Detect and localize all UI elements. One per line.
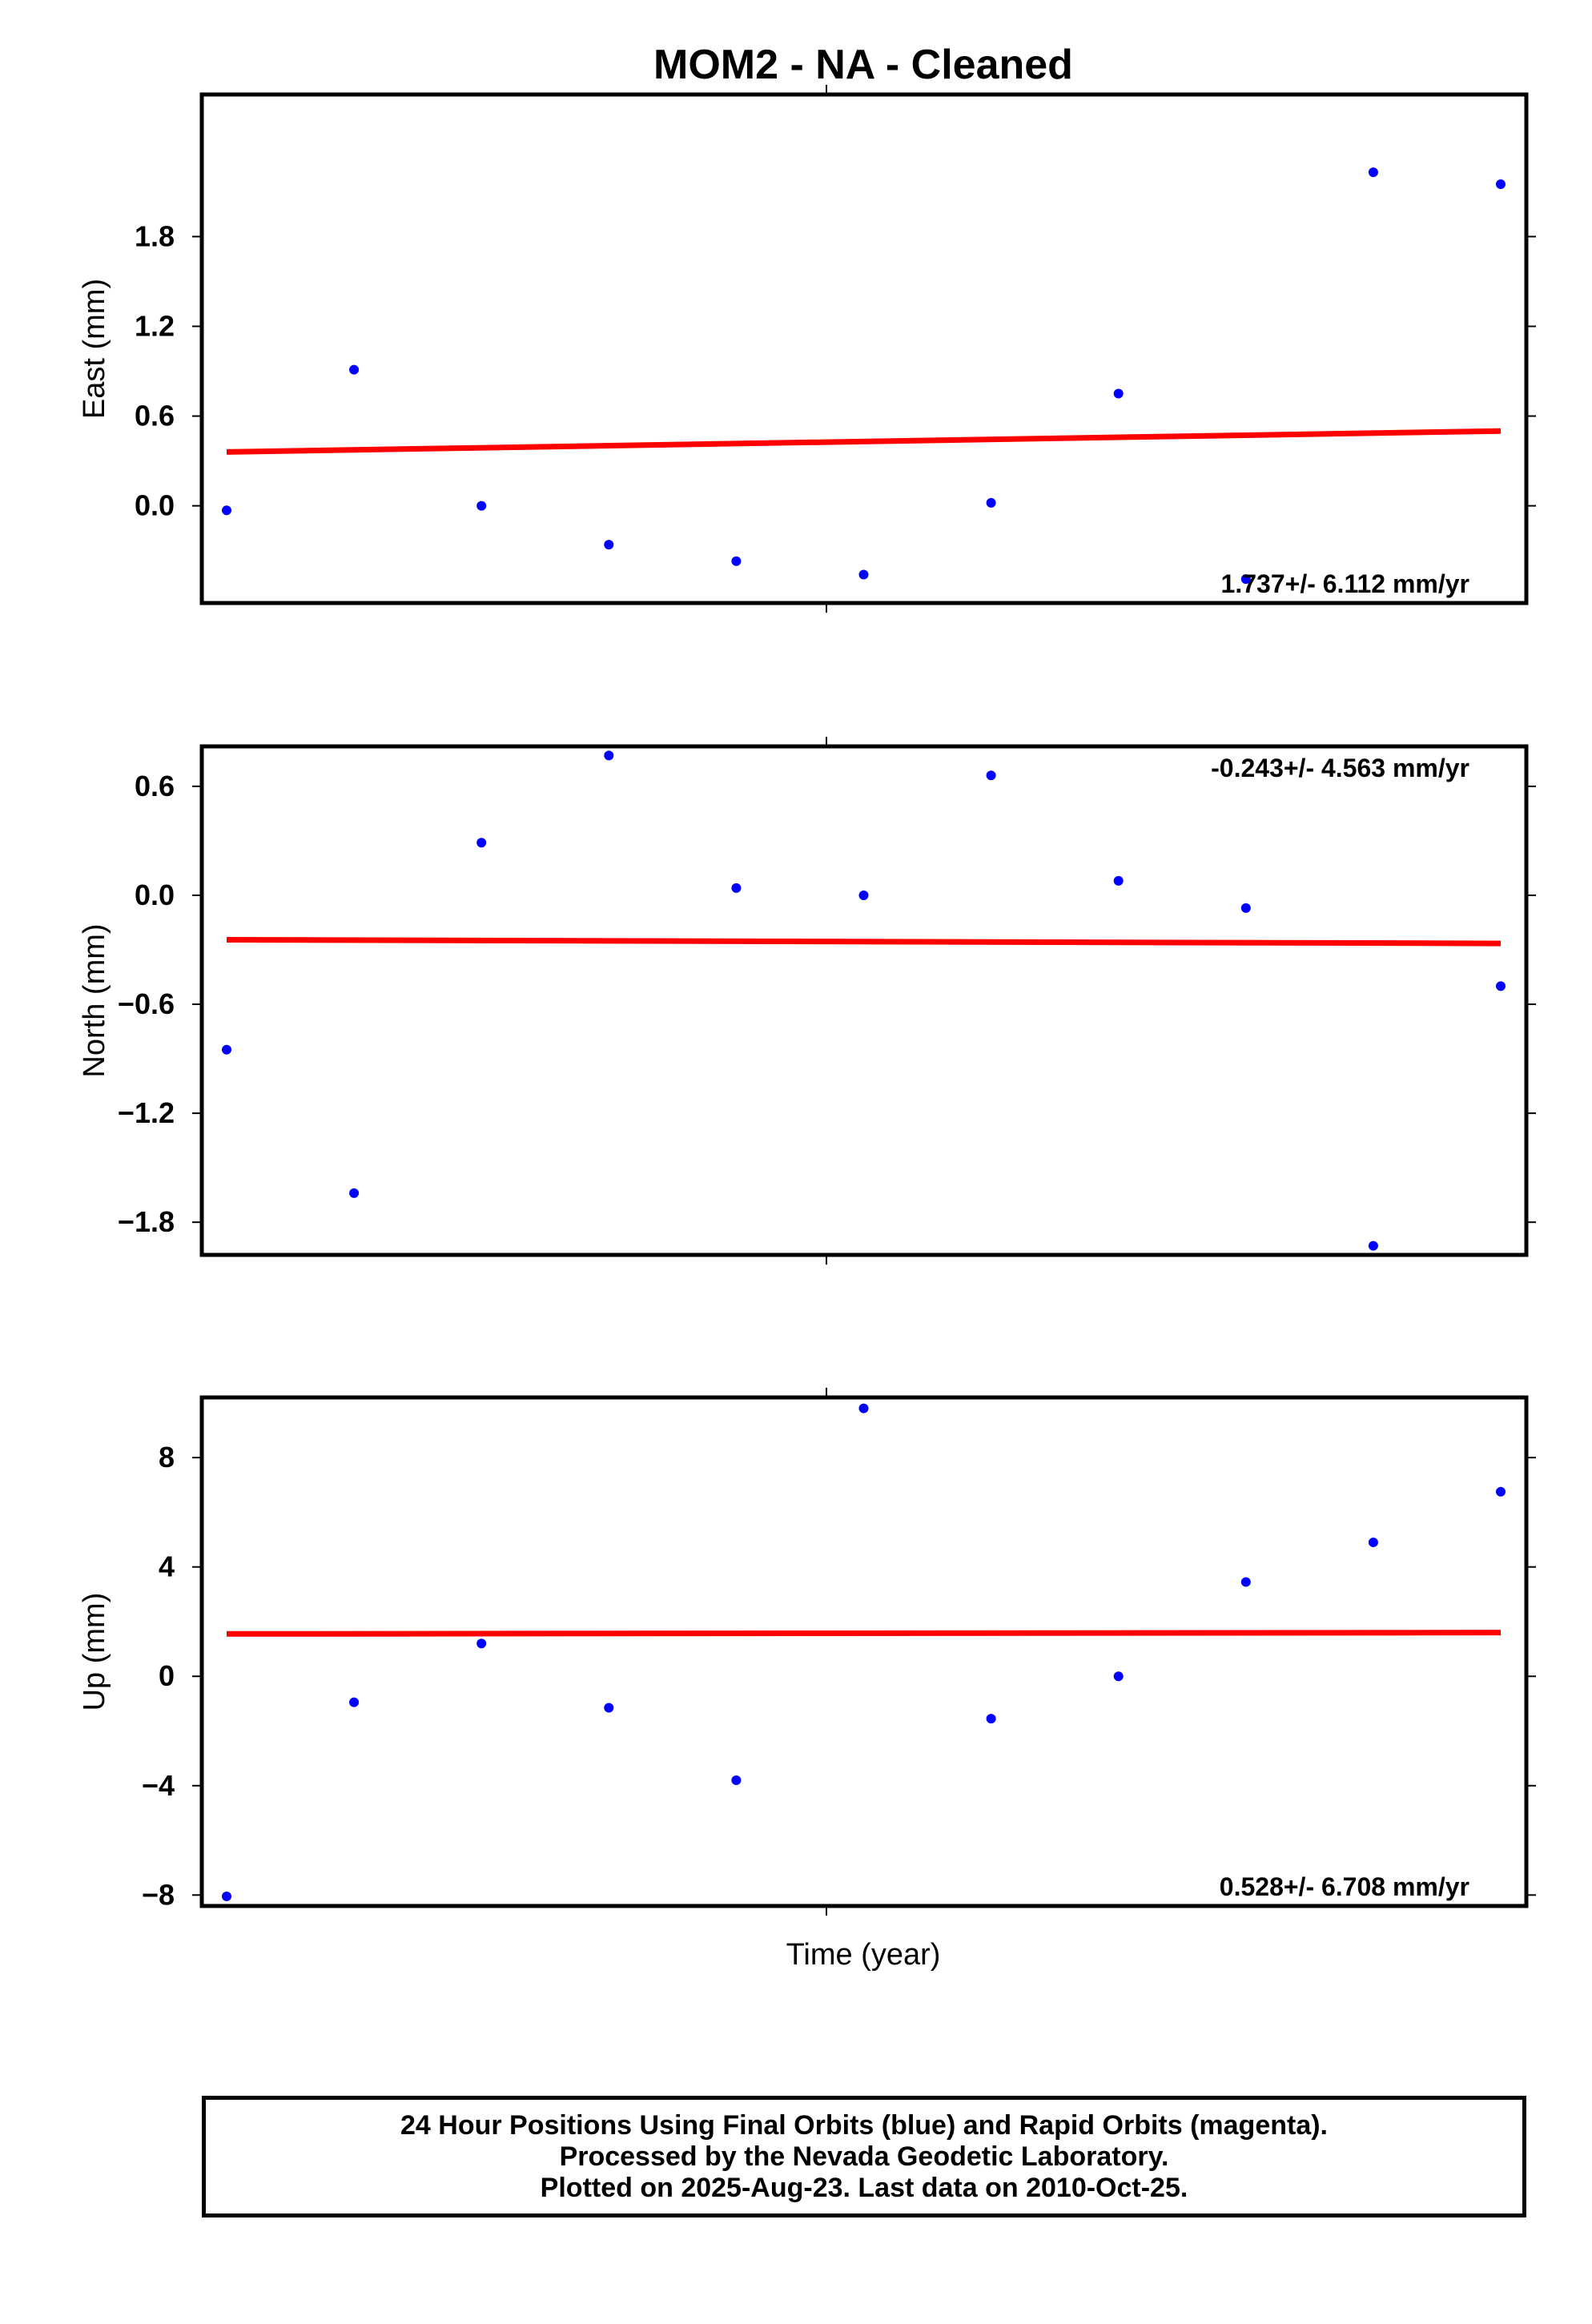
- east-frame: [199, 92, 1529, 605]
- footer-line-3: Plotted on 2025-Aug-23. Last data on 201…: [540, 2172, 1188, 2203]
- east-data-point: [986, 497, 996, 508]
- east-fit-line: [226, 428, 1502, 455]
- up-ytick-label: −8: [142, 1878, 175, 1911]
- up-ytick-label: −4: [142, 1769, 175, 1802]
- north-data-point: [858, 890, 869, 900]
- north-data-point: [1368, 1240, 1378, 1251]
- east-ytick-label: 1.8: [135, 219, 175, 252]
- up-data-point: [349, 1697, 360, 1707]
- east-ytick-label: 1.2: [135, 309, 175, 342]
- up-data-point: [986, 1714, 996, 1724]
- up-data-point: [1240, 1577, 1251, 1587]
- up-data-point: [1368, 1537, 1378, 1547]
- north-ytick-label: −1.2: [118, 1096, 175, 1129]
- north-data-point: [222, 1044, 231, 1055]
- footer-box: 24 Hour Positions Using Final Orbits (bl…: [202, 2096, 1526, 2217]
- up-data-point: [1496, 1486, 1506, 1497]
- up-data-point: [476, 1638, 487, 1649]
- north-data-point: [476, 838, 487, 848]
- east-data-point: [349, 364, 360, 375]
- up-y-axis-label: Up (mm): [78, 1593, 111, 1711]
- north-data-point: [349, 1188, 360, 1198]
- chart-title: MOM2 - NA - Cleaned: [653, 42, 1073, 88]
- east-ytick-label: 0.0: [135, 489, 175, 522]
- north-data-point: [604, 750, 614, 761]
- footer-line-2: Processed by the Nevada Geodetic Laborat…: [559, 2141, 1169, 2172]
- east-rate-label: 1.737+/- 6.112 mm/yr: [1221, 569, 1469, 598]
- footer-line-1: 24 Hour Positions Using Final Orbits (bl…: [400, 2109, 1328, 2141]
- up-ytick-label: 8: [159, 1441, 175, 1474]
- north-fit-line: [226, 937, 1502, 947]
- east-data-point: [1240, 574, 1251, 585]
- east-data-point: [1496, 179, 1506, 190]
- east-data-point: [604, 540, 614, 550]
- north-ytick-label: 0.6: [135, 770, 175, 802]
- up-fit-line: [226, 1630, 1502, 1637]
- east-panel: 0.0 0.6 1.2 1.8 East (mm) 1.737+/- 6.112 mm/y…: [78, 85, 1536, 613]
- x-axis-label: Time (year): [786, 1938, 941, 1972]
- north-y-axis-label: North (mm): [78, 923, 111, 1077]
- north-data-point: [1113, 875, 1124, 886]
- up-ytick-label: 0: [159, 1659, 175, 1692]
- north-frame: [199, 744, 1529, 1257]
- up-ytick-label: 4: [159, 1550, 175, 1583]
- north-panel: −1.8 −1.2 −0.6 0.0 0.6 North (mm) -0.243+/- 4.…: [78, 737, 1536, 1265]
- up-data-point: [858, 1403, 869, 1413]
- north-ytick-label: −1.8: [118, 1205, 175, 1238]
- east-data-point: [858, 569, 869, 580]
- east-y-axis-label: East (mm): [78, 279, 111, 419]
- up-data-point: [222, 1892, 231, 1902]
- north-data-point: [1496, 981, 1506, 991]
- north-data-point: [731, 883, 742, 893]
- east-data-point: [476, 501, 487, 511]
- up-frame: [199, 1395, 1529, 1908]
- east-data-point: [222, 505, 231, 516]
- north-rate-label: -0.243+/- 4.563 mm/yr: [1211, 754, 1469, 782]
- north-data-point: [1240, 903, 1251, 913]
- east-data-point: [731, 556, 742, 566]
- east-data-point: [1368, 167, 1378, 178]
- north-ytick-label: −0.6: [118, 987, 175, 1020]
- east-ytick-label: 0.6: [135, 400, 175, 432]
- up-data-point: [604, 1703, 614, 1713]
- up-rate-label: 0.528+/- 6.708 mm/yr: [1220, 1872, 1469, 1901]
- up-panel: −8 −4 0 4 8 Up (mm) 0.528+/- 6.708 mm/yr: [78, 1388, 1536, 1916]
- north-ytick-label: 0.0: [135, 879, 175, 911]
- north-data-point: [986, 770, 996, 781]
- up-data-point: [1113, 1671, 1124, 1682]
- up-data-point: [731, 1775, 742, 1785]
- east-data-point: [1113, 388, 1124, 399]
